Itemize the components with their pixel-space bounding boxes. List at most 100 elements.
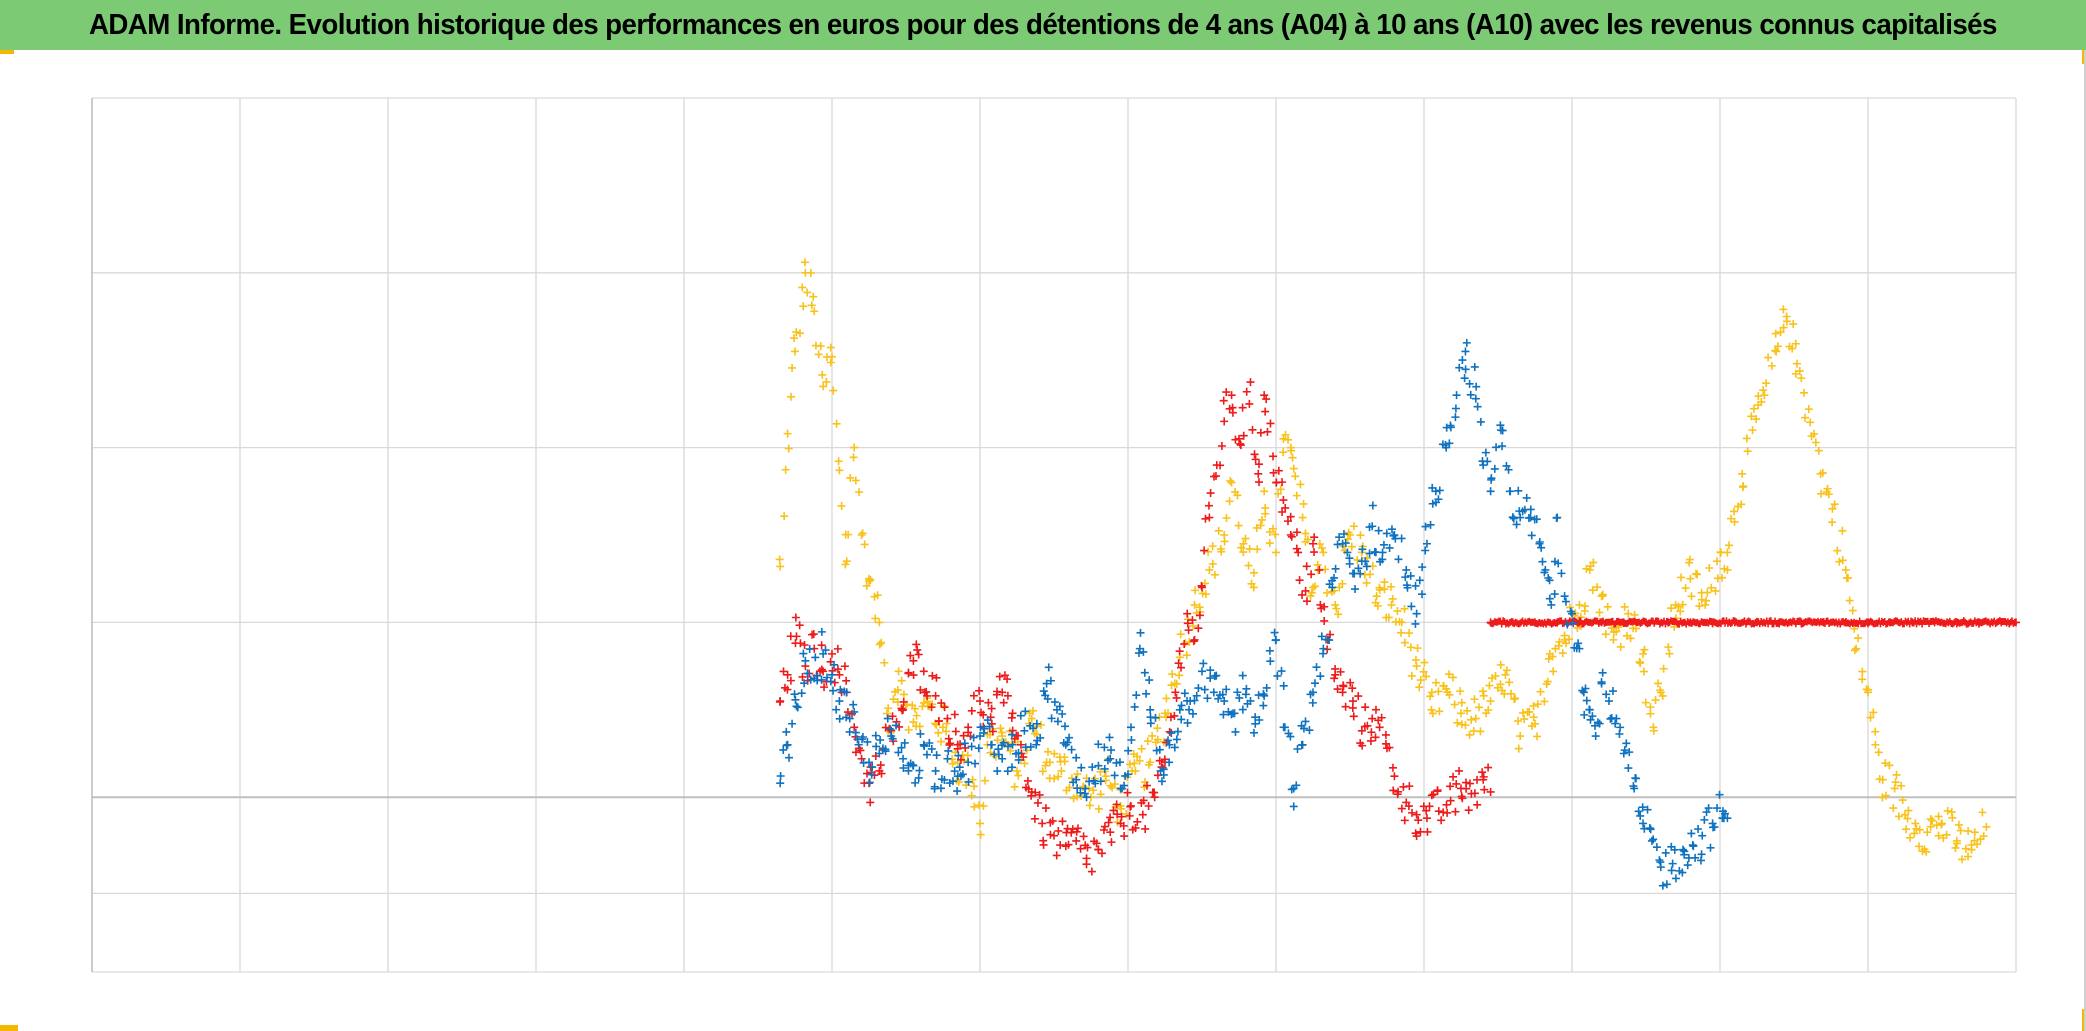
- data-point: [1315, 540, 1324, 549]
- data-point: [1676, 607, 1685, 616]
- data-point: [1850, 624, 1859, 633]
- data-point: [1580, 710, 1589, 719]
- data-point: [1636, 811, 1645, 820]
- data-point: [2009, 619, 2017, 627]
- data-point: [1349, 522, 1358, 531]
- data-point: [797, 689, 806, 698]
- data-point: [967, 742, 976, 751]
- data-point: [1533, 732, 1542, 741]
- data-point: [1167, 729, 1176, 738]
- data-point: [893, 686, 902, 695]
- data-point: [1400, 816, 1409, 825]
- data-point: [1103, 756, 1112, 765]
- data-point: [956, 755, 965, 764]
- data-point: [979, 802, 988, 811]
- data-point: [854, 740, 863, 749]
- data-point: [835, 670, 844, 679]
- data-point: [1516, 732, 1525, 741]
- data-point: [995, 672, 1004, 681]
- data-point: [1016, 740, 1025, 749]
- data-point: [980, 724, 989, 733]
- data-point: [1589, 558, 1598, 567]
- data-point: [894, 667, 903, 676]
- data-point: [923, 691, 932, 700]
- data-point: [1211, 472, 1220, 481]
- data-point: [1368, 714, 1377, 723]
- data-point: [1271, 530, 1280, 539]
- data-point: [1219, 396, 1228, 405]
- data-point: [849, 700, 858, 709]
- data-point: [828, 670, 836, 679]
- data-point: [1463, 706, 1472, 715]
- data-point: [1400, 638, 1409, 647]
- data-point: [889, 695, 898, 704]
- data-point: [1307, 570, 1316, 579]
- data-point: [1522, 493, 1531, 502]
- data-point: [1375, 723, 1384, 732]
- data-point: [833, 644, 842, 653]
- data-point: [946, 739, 955, 748]
- data-point: [1449, 772, 1458, 781]
- data-point: [1871, 727, 1880, 736]
- data-point: [1072, 753, 1081, 762]
- data-point: [817, 665, 826, 674]
- data-point: [1473, 402, 1482, 411]
- data-point: [1425, 802, 1434, 811]
- data-point: [1598, 668, 1607, 677]
- data-point: [823, 673, 832, 682]
- data-point: [1422, 539, 1431, 548]
- data-point: [1394, 555, 1403, 564]
- data-point: [975, 686, 984, 695]
- data-point: [1146, 705, 1155, 714]
- data-point: [1554, 559, 1563, 568]
- data-point: [1082, 793, 1091, 802]
- data-point: [1496, 421, 1505, 430]
- data-point: [1203, 694, 1212, 703]
- data-point: [1351, 585, 1360, 594]
- data-point: [1259, 701, 1268, 710]
- data-point: [1858, 667, 1867, 676]
- data-point: [1749, 404, 1758, 413]
- data-point: [1476, 417, 1485, 426]
- data-point: [1427, 791, 1436, 800]
- data-point: [914, 773, 923, 782]
- data-point: [993, 736, 1002, 745]
- data-point: [1189, 637, 1198, 646]
- data-point: [1265, 539, 1274, 548]
- data-point: [1926, 815, 1935, 824]
- data-point: [1292, 544, 1301, 553]
- data-point: [1626, 634, 1635, 643]
- data-point: [1674, 602, 1683, 611]
- data-point: [1141, 824, 1150, 833]
- data-point: [897, 676, 906, 685]
- data-point: [1330, 674, 1339, 683]
- data-point: [1183, 619, 1192, 628]
- data-point: [858, 732, 867, 741]
- data-point: [953, 744, 962, 753]
- data-point: [1035, 790, 1044, 799]
- data-point: [1299, 724, 1308, 733]
- data-point: [976, 830, 985, 839]
- data-point: [1378, 555, 1387, 564]
- data-point: [1688, 840, 1697, 849]
- data-point: [1094, 761, 1103, 770]
- data-point: [1175, 647, 1184, 656]
- data-point: [1348, 697, 1357, 706]
- data-point: [1538, 557, 1547, 566]
- data-point: [1743, 447, 1752, 456]
- data-point: [1227, 710, 1236, 719]
- data-point: [1296, 480, 1305, 489]
- data-point: [1646, 709, 1655, 718]
- data-point: [1678, 868, 1687, 877]
- data-point: [1478, 768, 1487, 777]
- data-point: [1970, 828, 1979, 837]
- data-point: [1083, 843, 1092, 852]
- data-point: [856, 746, 865, 755]
- data-point: [1008, 740, 1017, 749]
- data-point: [877, 769, 886, 778]
- data-point: [1416, 676, 1425, 685]
- data-point: [1608, 687, 1617, 696]
- data-point: [834, 457, 843, 466]
- data-point: [1120, 832, 1129, 841]
- data-point: [1331, 564, 1340, 573]
